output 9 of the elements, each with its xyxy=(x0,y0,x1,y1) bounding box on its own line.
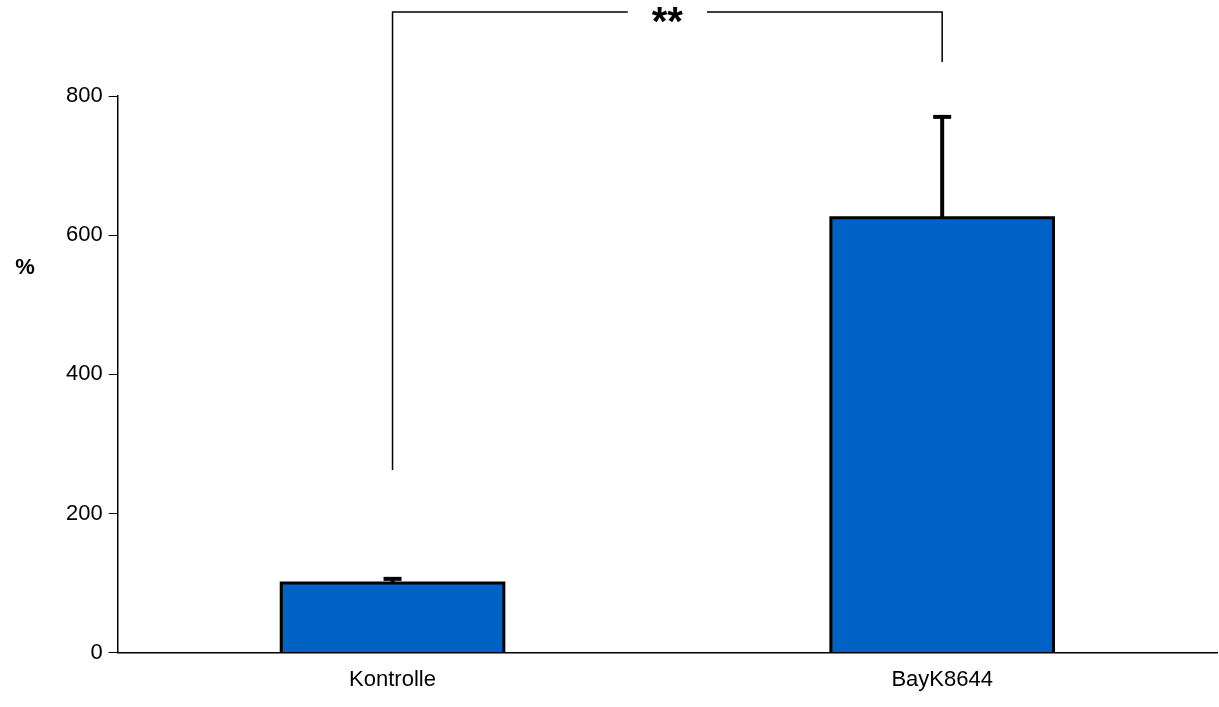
y-tick-label: 600 xyxy=(65,221,103,247)
y-tick-label: 0 xyxy=(90,638,103,664)
x-tick-label: Kontrolle xyxy=(349,665,436,691)
text: ** xyxy=(651,0,684,44)
x-tick-label: BayK8644 xyxy=(891,665,993,691)
y-axis-title: % xyxy=(15,254,35,280)
y-tick-label: 400 xyxy=(65,360,103,386)
y-tick-label: 200 xyxy=(65,499,103,525)
y-tick-label: 800 xyxy=(65,82,103,108)
